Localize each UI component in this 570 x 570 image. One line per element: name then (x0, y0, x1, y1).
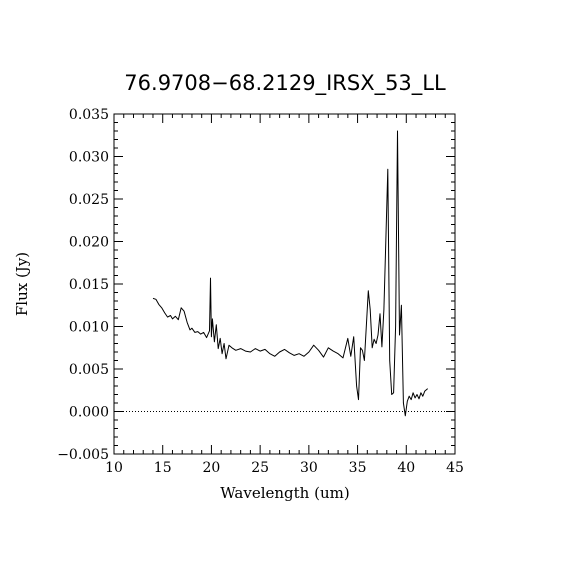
flux-series-line (152, 130, 429, 417)
y-tick-label: 0.020 (69, 235, 109, 251)
x-tick-label: 30 (300, 460, 318, 476)
x-tick-label: 35 (349, 460, 367, 476)
x-tick-label: 20 (203, 460, 221, 476)
y-tick-label: 0.005 (69, 362, 109, 378)
y-axis-label: Flux (Jy) (13, 252, 31, 316)
x-tick-label: 10 (105, 460, 123, 476)
x-tick-label: 45 (446, 460, 464, 476)
y-tick-label: 0.010 (69, 320, 109, 336)
chart-title: 76.9708−68.2129_IRSX_53_LL (124, 71, 446, 96)
y-tick-label: 0.015 (69, 277, 109, 293)
x-tick-label: 40 (397, 460, 415, 476)
x-tick-label: 15 (154, 460, 172, 476)
x-axis-label: Wavelength (um) (220, 484, 349, 502)
x-tick-label: 25 (251, 460, 269, 476)
y-tick-label: 0.000 (69, 405, 109, 421)
y-tick-label: 0.030 (69, 150, 109, 166)
y-tick-label: 0.035 (69, 107, 109, 123)
y-tick-label: 0.025 (69, 192, 109, 208)
y-tick-label: −0.005 (57, 447, 109, 463)
